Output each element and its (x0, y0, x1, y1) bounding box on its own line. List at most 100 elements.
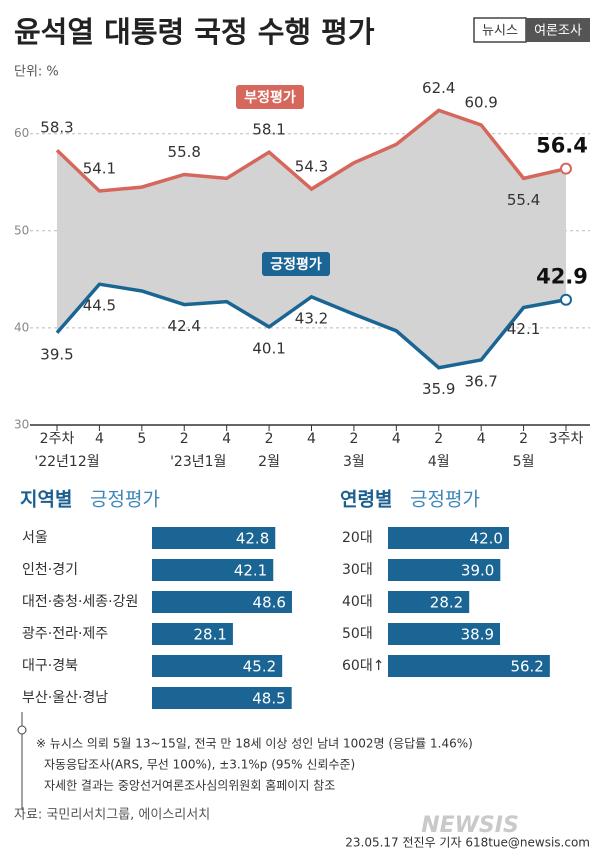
value-label: 62.4 (422, 79, 455, 97)
value-label: 42.8 (236, 530, 269, 548)
value-label: 40.1 (252, 339, 285, 357)
y-tick-label: 30 (14, 418, 29, 432)
y-tick-label: 50 (14, 223, 29, 237)
x-tick-label: 2 (265, 431, 274, 447)
note-dot (17, 725, 27, 735)
value-label: 44.5 (83, 297, 116, 315)
value-label: 38.9 (461, 626, 494, 644)
month-label: '22년12월 (34, 454, 99, 470)
y-tick-label: 60 (14, 126, 29, 140)
value-label: 55.8 (168, 143, 201, 161)
tag: 여론조사 (534, 24, 582, 39)
value-label: 43.2 (295, 309, 328, 327)
brand: 뉴시스 (482, 24, 518, 39)
month-label: 2월 (258, 454, 280, 470)
credit: 23.05.17 전진우 기자 618tue@newsis.com (345, 836, 590, 850)
brand-box (473, 17, 527, 43)
x-tick-label: 4 (392, 431, 401, 447)
bar (388, 527, 509, 549)
value-label: 36.7 (464, 372, 497, 390)
x-tick-label: 4 (222, 431, 231, 447)
series-name: 긍정평가 (270, 256, 322, 273)
value-label: 39.0 (461, 562, 494, 580)
bar (388, 623, 501, 645)
gap-area (57, 110, 566, 368)
value-label: 28.2 (430, 594, 463, 612)
value-label: 42.1 (507, 320, 540, 338)
series-line (55, 282, 567, 370)
bar (388, 655, 550, 677)
month-label: 4월 (428, 454, 450, 470)
month-label: 5월 (513, 454, 535, 470)
x-tick-label: 4 (95, 431, 104, 447)
end-point (560, 293, 572, 306)
x-tick-label: 3주차 (549, 431, 584, 447)
x-tick-label: 2주차 (40, 431, 75, 447)
note: 자세한 결과는 중앙선거여론조사심의위원회 홈페이지 참조 (44, 779, 335, 793)
bar (152, 623, 233, 645)
tag-box (526, 18, 590, 42)
value-label: 54.3 (295, 158, 328, 176)
month-label: '23년1월 (170, 454, 226, 470)
value-label: 54.1 (83, 159, 116, 177)
bar (152, 655, 283, 677)
category-label: 50대 (342, 626, 373, 642)
month-label: 3월 (343, 454, 365, 470)
series-name-box (236, 85, 304, 109)
value-label: 35.9 (422, 380, 455, 398)
value-label: 58.3 (40, 119, 73, 137)
series-name-box (262, 252, 330, 276)
value-label: 48.5 (252, 690, 285, 708)
note: 자동응답조사(ARS, 무선 100%), ±3.1%p (95% 신뢰수준) (44, 758, 355, 772)
bar (152, 559, 274, 581)
section-title: 연령별 (340, 489, 392, 511)
value-label: 28.1 (194, 626, 227, 644)
x-tick-label: 5 (137, 431, 146, 447)
watermark: NEWSIS (421, 813, 519, 838)
value-label: 42.4 (168, 317, 201, 335)
x-tick-label: 2 (349, 431, 358, 447)
value-label: 60.9 (464, 93, 497, 111)
value-label: 42.1 (234, 562, 267, 580)
value-label: 56.2 (510, 658, 543, 676)
x-tick-label: 4 (307, 431, 316, 447)
value-label: 58.1 (252, 121, 285, 139)
section-title: 지역별 (20, 489, 72, 511)
category-label: 대구·경북 (22, 658, 78, 674)
category-label: 40대 (342, 594, 373, 610)
category-label: 20대 (342, 530, 373, 546)
bar (388, 591, 470, 613)
value-label: 48.6 (253, 594, 286, 612)
series-line (55, 108, 567, 193)
value-label: 56.4 (536, 134, 588, 158)
section-subtitle: 긍정평가 (90, 489, 160, 511)
note: ※ 뉴시스 의뢰 5월 13~15일, 전국 만 18세 이상 성인 남녀 10… (36, 737, 473, 751)
value-label: 45.2 (243, 658, 276, 676)
bar (152, 591, 292, 613)
x-tick-label: 2 (180, 431, 189, 447)
unit: 단위: % (14, 65, 59, 80)
end-point (560, 162, 572, 175)
x-tick-label: 2 (434, 431, 443, 447)
value-label: 55.4 (507, 191, 540, 209)
value-label: 42.0 (470, 530, 503, 548)
source: 자료: 국민리서치그룹, 에이스리서치 (14, 808, 210, 823)
category-label: 인천·경기 (22, 562, 78, 578)
category-label: 60대↑ (342, 658, 384, 674)
value-label: 42.9 (536, 265, 588, 289)
category-label: 서울 (22, 530, 48, 546)
section-subtitle: 긍정평가 (410, 489, 480, 511)
category-label: 광주·전라·제주 (22, 626, 108, 642)
series-name: 부정평가 (244, 89, 296, 106)
bar (152, 687, 292, 709)
bar (152, 527, 276, 549)
bar (388, 559, 501, 581)
title: 윤석열 대통령 국정 수행 평가 (14, 15, 375, 49)
category-label: 대전·충청·세종·강원 (22, 594, 138, 610)
category-label: 부산·울산·경남 (22, 690, 108, 706)
value-label: 39.5 (40, 345, 73, 363)
x-tick-label: 2 (519, 431, 528, 447)
y-tick-label: 40 (14, 320, 29, 334)
category-label: 30대 (342, 562, 373, 578)
